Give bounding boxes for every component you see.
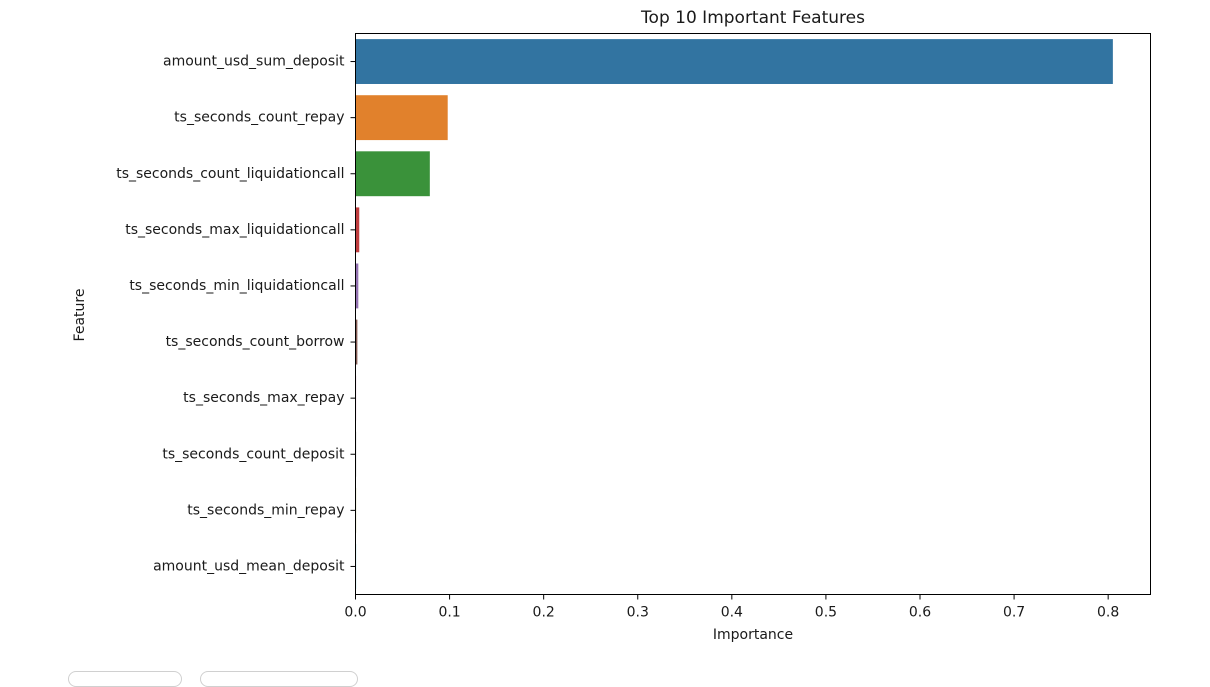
y-axis-label: Feature	[72, 289, 88, 342]
y-tick-label: amount_usd_sum_deposit	[163, 54, 345, 70]
bar-5	[355, 263, 359, 309]
x-tick-label: 0.5	[815, 605, 837, 621]
bar-4	[355, 207, 360, 253]
x-tick-label: 0.1	[438, 605, 460, 621]
y-tick-label: ts_seconds_count_repay	[174, 110, 344, 126]
x-tick-label: 0.0	[344, 605, 366, 621]
plot-frame	[355, 33, 1151, 595]
x-axis-label: Importance	[713, 627, 793, 643]
y-axis-ticks: amount_usd_sum_deposit ts_seconds_count_r…	[116, 54, 356, 574]
y-tick-label: ts_seconds_count_borrow	[166, 334, 345, 350]
x-tick-label: 0.7	[1003, 605, 1025, 621]
output-tab-button[interactable]	[68, 671, 182, 687]
chart-title: Top 10 Important Features	[640, 8, 865, 28]
y-tick-label: amount_usd_mean_deposit	[153, 558, 345, 574]
x-tick-label: 0.2	[533, 605, 555, 621]
y-tick-label: ts_seconds_count_deposit	[162, 446, 345, 462]
x-axis-ticks: 0.0 0.1 0.2 0.3 0.4 0.5 0.6 0.7 0.8	[344, 594, 1119, 621]
bar-3	[355, 151, 430, 197]
y-tick-label: ts_seconds_max_repay	[183, 390, 344, 406]
y-tick-label: ts_seconds_min_repay	[187, 502, 344, 518]
output-tab-button[interactable]	[200, 671, 358, 687]
bar-6	[355, 319, 358, 365]
y-tick-label: ts_seconds_min_liquidationcall	[129, 278, 344, 294]
y-tick-label: ts_seconds_count_liquidationcall	[116, 166, 344, 182]
y-tick-label: ts_seconds_max_liquidationcall	[125, 222, 344, 238]
x-tick-label: 0.6	[909, 605, 931, 621]
x-tick-label: 0.3	[627, 605, 649, 621]
bar-2	[355, 95, 448, 141]
x-tick-label: 0.8	[1097, 605, 1119, 621]
bars-group	[355, 39, 1113, 589]
x-tick-label: 0.4	[721, 605, 743, 621]
bar-1	[355, 39, 1113, 84]
